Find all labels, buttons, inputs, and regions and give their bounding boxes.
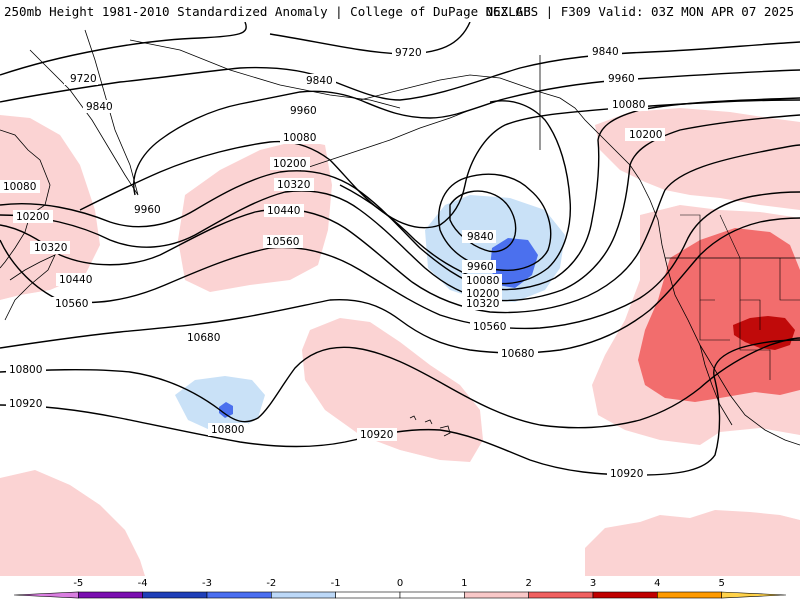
contour-label: 10560 [266,236,299,248]
contour-label: 9840 [467,231,494,243]
anomaly-shading [0,108,800,576]
contour-10200-main [0,97,800,291]
state-border-5 [739,300,771,380]
anomaly-map: 9720 9720 9840 9840 9840 9840 9960 9960 … [0,22,800,576]
colorbar-legend: -5 -4 -3 -2 -1 0 1 2 3 4 5 [13,578,787,599]
contour-10080-north [79,99,800,229]
colorbar-tick-label: -5 [73,578,83,589]
state-border-2 [739,258,761,330]
contour-label: 10560 [473,321,506,333]
model-run-info: 06Z GFS | F309 Valid: 03Z MON APR 07 202… [485,4,794,19]
contour-label: 10440 [267,205,300,217]
contour-label: 10080 [466,275,499,287]
moderate-positive-anomaly-west-us [638,228,800,402]
colorbar-swatch [142,591,208,599]
contour-label: 10080 [283,132,316,144]
contour-10680-main [0,217,800,354]
colorbar-swatch [592,591,658,599]
positive-anomaly-hawaii [302,318,483,462]
colorbar-swatch [78,591,143,599]
contour-label: 10800 [211,424,244,436]
contour-10800-main [0,337,800,429]
colorbar-tick-label: -2 [266,578,276,589]
colorbar-swatch [271,591,336,599]
colorbar-swatch [721,591,787,599]
map-title: 250mb Height 1981-2010 Standardized Anom… [4,4,531,19]
colorbar-swatch [528,591,594,599]
positive-anomaly-south-pacific-mid [640,522,672,556]
contour-label: 9720 [395,47,422,59]
positive-anomaly-west-pacific [0,115,100,300]
contour-label: 10920 [610,468,643,480]
colorbar-tick-label: -3 [202,578,212,589]
contour-label: 10320 [466,298,499,310]
contour-label: 10680 [501,348,534,360]
contour-10080-low [339,100,572,285]
state-border-7 [719,214,741,259]
contour-9720-east [269,22,471,55]
coastline-west-coast-na [639,179,800,446]
contour-label: 10920 [360,429,393,441]
contour-label: 9960 [134,204,161,216]
state-borders [680,214,800,380]
coastlines [0,29,800,446]
contour-9720-west [0,22,247,76]
contour-label: 9840 [306,75,333,87]
colorbar-swatch [464,591,529,599]
state-border-3 [779,258,800,301]
contour-label: 10200 [273,158,306,170]
contour-10440-main [0,144,800,314]
coastline-baja [699,344,733,426]
contour-label: 9840 [592,46,619,58]
map-header: 250mb Height 1981-2010 Standardized Anom… [0,0,800,22]
colorbar-tick-label: 2 [525,578,531,589]
colorbar-tick-label: 4 [654,578,660,589]
colorbar-tick-label: 5 [718,578,724,589]
contour-label: 10080 [3,181,36,193]
contour-label: 10320 [277,179,310,191]
contour-label: 10200 [629,129,662,141]
contour-10920-main [0,339,800,476]
contour-label: 9960 [608,73,635,85]
contour-label: 9840 [86,101,113,113]
contour-label: 10440 [59,274,92,286]
colorbar-swatch [657,591,722,599]
coastline-alaska [359,74,641,181]
contour-label: 10680 [187,332,220,344]
colorbar-tick-label: -1 [331,578,341,589]
contour-label: 10080 [612,99,645,111]
colorbar-swatch [399,591,465,599]
positive-anomaly-south-pacific-east [585,510,800,576]
contour-label: 9960 [290,105,317,117]
coastline-siberia [129,39,401,109]
contour-label: 10200 [16,211,49,223]
contour-10320-main [0,114,800,302]
colorbar-tick-label: 3 [590,578,596,589]
state-border-4 [699,300,730,341]
colorbar-tick-label: -4 [138,578,148,589]
contour-9840-north [0,41,800,103]
colorbar-swatch [206,591,272,599]
colorbar-swatch [335,591,401,599]
contour-label: 10920 [9,398,42,410]
negative-anomaly-tropical-pacific [175,376,265,430]
contour-label: 10320 [34,242,67,254]
colorbar-tick-label: 1 [461,578,467,589]
hawaii-islands [409,415,451,437]
contour-label: 10800 [9,364,42,376]
positive-anomaly-south-pacific-west [0,470,145,576]
contour-label: 10560 [55,298,88,310]
colorbar-tick-label: 0 [397,578,403,589]
colorbar-swatch [13,591,79,599]
moderate-negative-anomaly-tropical-pacific [219,402,233,418]
contour-label: 9960 [467,261,494,273]
contour-label: 9720 [70,73,97,85]
coastline-japan [4,254,56,321]
state-border-6 [680,214,701,258]
contour-label-group: 9720 9720 9840 9840 9840 9840 9960 9960 … [0,45,665,480]
contour-10560-main [0,191,800,330]
